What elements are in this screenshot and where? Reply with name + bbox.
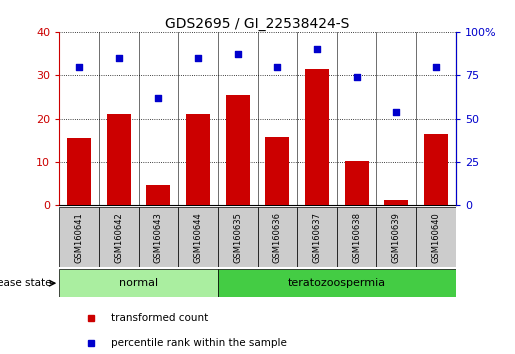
Bar: [139, 207, 178, 267]
Text: GSM160640: GSM160640: [432, 212, 440, 263]
Point: [392, 109, 401, 114]
Point: [154, 95, 162, 101]
Bar: [146, 184, 170, 205]
Bar: [218, 269, 456, 297]
Text: transformed count: transformed count: [111, 313, 209, 323]
Bar: [59, 207, 99, 267]
Bar: [226, 95, 250, 205]
Point: [352, 74, 360, 80]
Bar: [424, 134, 448, 205]
Text: GSM160643: GSM160643: [154, 212, 163, 263]
Text: GSM160641: GSM160641: [75, 212, 83, 263]
Text: GSM160635: GSM160635: [233, 212, 242, 263]
Bar: [107, 114, 131, 205]
Bar: [99, 207, 139, 267]
Bar: [218, 207, 258, 267]
Bar: [305, 69, 329, 205]
Point: [75, 64, 83, 69]
Point: [273, 64, 281, 69]
Text: normal: normal: [119, 278, 158, 288]
Point: [233, 52, 242, 57]
Bar: [186, 114, 210, 205]
Text: GSM160637: GSM160637: [313, 212, 321, 263]
Bar: [258, 207, 297, 267]
Bar: [67, 138, 91, 205]
Text: percentile rank within the sample: percentile rank within the sample: [111, 338, 287, 348]
Text: GSM160639: GSM160639: [392, 212, 401, 263]
Title: GDS2695 / GI_22538424-S: GDS2695 / GI_22538424-S: [165, 17, 350, 31]
Bar: [178, 207, 218, 267]
Text: GSM160644: GSM160644: [194, 212, 202, 263]
Text: GSM160642: GSM160642: [114, 212, 123, 263]
Bar: [345, 161, 369, 205]
Bar: [384, 200, 408, 205]
Bar: [376, 207, 416, 267]
Point: [432, 64, 440, 69]
Text: teratozoospermia: teratozoospermia: [288, 278, 386, 288]
Bar: [337, 207, 376, 267]
Point: [313, 46, 321, 52]
Text: GSM160636: GSM160636: [273, 212, 282, 263]
Bar: [265, 137, 289, 205]
Text: disease state: disease state: [0, 278, 52, 288]
Point: [194, 55, 202, 61]
Point: [114, 55, 123, 61]
Text: GSM160638: GSM160638: [352, 212, 361, 263]
Bar: [59, 269, 218, 297]
Bar: [297, 207, 337, 267]
Bar: [416, 207, 456, 267]
